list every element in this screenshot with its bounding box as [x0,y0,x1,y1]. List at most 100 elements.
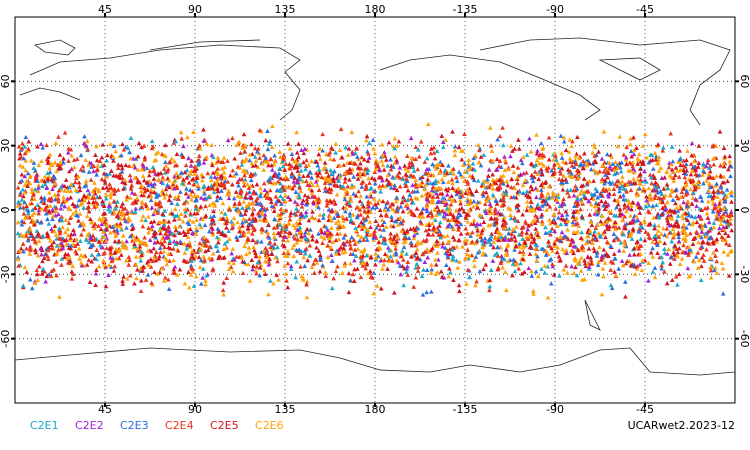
observation [512,146,517,151]
observation [247,189,252,194]
observation [556,192,561,197]
observation [19,222,25,227]
observation [294,240,300,245]
observations [15,121,734,300]
observation [629,203,634,208]
observation [114,203,119,208]
observation [406,235,412,241]
observation [317,156,323,161]
observation [133,254,139,259]
observation [329,225,334,230]
observation [79,232,84,237]
observation [575,209,581,215]
observation [121,186,126,191]
observation [317,146,323,151]
observation [518,172,523,177]
observation [571,188,576,193]
observation [181,201,187,206]
observation [706,171,712,177]
observation [440,162,445,168]
observation [167,178,172,183]
observation [652,274,658,280]
observation [300,198,306,203]
observation [368,200,374,205]
observation [670,226,676,232]
observation [299,200,305,206]
observation [323,269,328,275]
observation [260,161,265,166]
observation [454,258,459,263]
observation [94,158,100,163]
observation [384,157,389,162]
observation [74,175,79,181]
observation [56,196,61,201]
observation [423,228,429,233]
observation [44,273,50,279]
observation [201,234,207,240]
observation [282,253,288,259]
observation [75,213,81,218]
observation [336,218,341,223]
observation [646,185,652,191]
observation [503,191,508,196]
observation [16,199,21,204]
observation [286,251,291,256]
observation [717,201,722,206]
observation [363,266,368,271]
observation [219,188,224,193]
observation [184,186,189,191]
observation [368,185,374,190]
observation [39,252,44,257]
observation [394,232,400,237]
observation [54,259,59,264]
observation [162,226,168,231]
observation [305,200,310,205]
observation [88,235,93,240]
observation [411,284,417,289]
observation [565,218,570,224]
observation [355,171,361,177]
observation [199,281,204,286]
observation [569,264,574,269]
observation [570,219,576,225]
observation [229,219,234,224]
observation [46,208,52,213]
observation [119,169,125,174]
observation [166,197,172,202]
observation [123,245,129,251]
observation [395,222,401,227]
observation [179,170,185,175]
observation [467,208,472,213]
observation [699,234,704,240]
observation [506,166,512,172]
observation [248,195,254,201]
observation [644,194,649,199]
observation [329,209,334,214]
observation [539,266,544,272]
observation [415,241,421,246]
observation [501,214,507,220]
observation [591,178,596,183]
observation [143,186,148,192]
observation [410,200,416,205]
observation [476,142,481,148]
observation [676,234,682,240]
observation [652,236,658,241]
observation [154,249,159,255]
observation [352,278,357,283]
observation [448,211,453,216]
observation [294,220,300,225]
observation [503,250,509,256]
observation [300,277,306,282]
observation [49,268,55,274]
observation [138,258,144,263]
observation [383,212,389,217]
observation [125,276,130,281]
observation [248,177,254,183]
observation [686,212,691,218]
observation [451,214,456,220]
observation [119,225,124,230]
observation [705,229,711,234]
observation [153,258,159,263]
observation [573,264,578,270]
